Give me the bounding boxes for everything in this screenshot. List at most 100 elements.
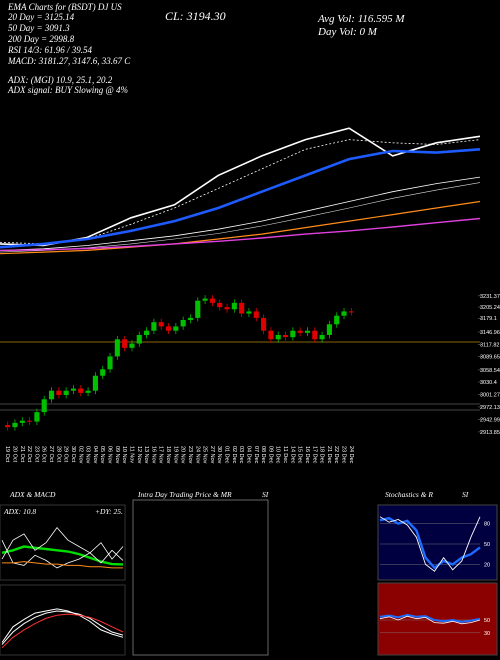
x-tick-label: 02 Nov [77,446,83,464]
y-tick-label: 2913.85 [480,430,500,436]
x-tick-label: 04 Nov [92,446,98,464]
candle-body [195,300,201,318]
x-tick-label: 01 Dec [224,446,230,464]
y-tick-label: 3117.82 [480,343,499,349]
candle-body [63,390,69,395]
series-line [1,608,124,643]
y-tick-label: 20 [484,562,490,568]
x-tick-label: 03 Nov [85,446,91,464]
series-line [0,139,481,245]
candle-body [100,369,106,376]
x-tick-label: 09 Dec [267,446,273,464]
candle-body [268,330,274,340]
x-tick-label: 13 Nov [143,446,149,464]
macd: MACD: 3181.27, 3147.6, 33.67 C [7,56,131,66]
y-tick-label: 3001.27 [480,392,500,398]
x-tick-label: 20 Oct [11,446,17,463]
series-line [379,613,481,623]
x-tick-label: 27 Nov [209,446,215,464]
macd-panel [0,584,126,656]
x-tick-label: 17 Dec [311,446,317,464]
y-tick-label: 50 [484,542,490,548]
candle-body [231,302,237,310]
x-tick-label: 22 Oct [26,446,32,463]
series-line [0,127,481,247]
x-tick-label: 23 Nov [187,446,193,464]
candle-body [341,311,347,316]
candle-body [348,311,354,313]
series-line [1,610,124,645]
x-tick-label: 11 Dec [282,446,288,463]
x-tick-label: 30 Nov [216,446,222,464]
x-tick-label: 24 Dec [348,446,354,464]
candle-body [144,330,150,335]
avg-vol: Avg Vol: 116.595 M [317,13,405,25]
panel-title: ADX & MACD [9,490,56,499]
rsi: RSI 14/3: 61.96 / 39.54 [7,45,92,55]
candle-body [5,425,11,428]
x-tick-label: 23 Oct [33,446,39,463]
candle-body [334,315,340,325]
series-line [379,615,481,625]
x-tick-label: 21 Dec [326,446,332,464]
candle-body [282,335,289,338]
candle-body [122,339,128,348]
candle-body [114,339,120,357]
panel-label: +DY: 25. [95,507,123,516]
y-tick-label: 3179.1 [480,316,497,322]
series-line [1,526,124,560]
x-tick-label: 16 Dec [304,446,310,464]
y-tick-label: 3058.54 [480,368,500,374]
series-line [2,561,123,569]
candle-body [158,322,164,327]
candle-body [165,326,172,331]
candle-body [85,390,91,393]
candle-body [70,388,77,391]
candle-body [41,399,47,413]
candle-body [48,390,55,400]
x-tick-label: 09 Nov [114,446,120,464]
y-tick-label: 3231.37 [480,294,500,300]
x-tick-label: 03 Dec [238,446,244,464]
x-tick-label: 08 Dec [260,446,266,464]
x-tick-label: 19 Oct [4,446,10,463]
candle-body [92,375,98,391]
candle-body [326,324,332,335]
series-line [1,545,124,566]
adx-panel [0,504,126,581]
y-tick-label: 2972.13 [480,405,500,411]
candle-body [261,317,267,331]
candle-body [180,320,186,327]
candle-body [19,420,25,423]
series-line [0,176,481,251]
x-tick-label: 27 Oct [48,446,54,463]
y-tick-label: 3146.96 [480,330,500,336]
series-line [1,613,124,649]
y-tick-label: 3030.4 [480,380,497,386]
candle-body [253,311,259,318]
x-tick-label: 15 Dec [297,446,303,464]
candle-body [173,326,179,331]
adx: ADX: (MGI) 10.9, 25.1, 20.2 [7,75,113,85]
ma20: 20 Day = 3125.14 [8,12,75,22]
x-tick-label: 04 Dec [245,446,251,464]
y-tick-label: 50 [484,618,490,624]
candle-body [129,343,135,348]
x-tick-label: 11 Nov [128,446,134,463]
y-tick-label: 80 [484,522,490,528]
ma200: 200 Day = 2998.8 [8,34,75,44]
candle-body [239,302,245,314]
ma50: 50 Day = 3091.3 [8,23,70,33]
candle-body [202,298,208,301]
x-tick-label: 19 Nov [172,446,178,464]
candle-body [107,356,113,370]
panel-title: Stochastics & R [385,490,433,499]
candle-body [319,335,325,340]
y-tick-label: 2942.99 [480,417,500,423]
y-tick-label: 3205.24 [480,305,500,311]
y-tick-label: 30 [484,631,490,637]
panel-label: SI [262,490,269,499]
x-tick-label: 06 Nov [107,446,113,464]
x-tick-label: 28 Oct [55,446,61,463]
